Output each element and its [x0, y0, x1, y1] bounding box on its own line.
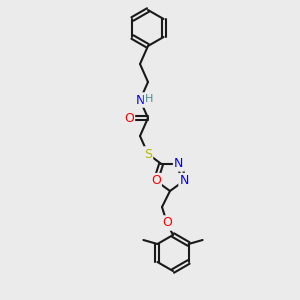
Text: S: S	[144, 148, 152, 160]
Text: O: O	[162, 217, 172, 230]
Text: N: N	[135, 94, 145, 106]
Text: O: O	[124, 112, 134, 124]
Text: N: N	[174, 158, 184, 170]
Text: H: H	[145, 94, 153, 104]
Text: N: N	[180, 174, 189, 187]
Text: O: O	[151, 174, 161, 187]
